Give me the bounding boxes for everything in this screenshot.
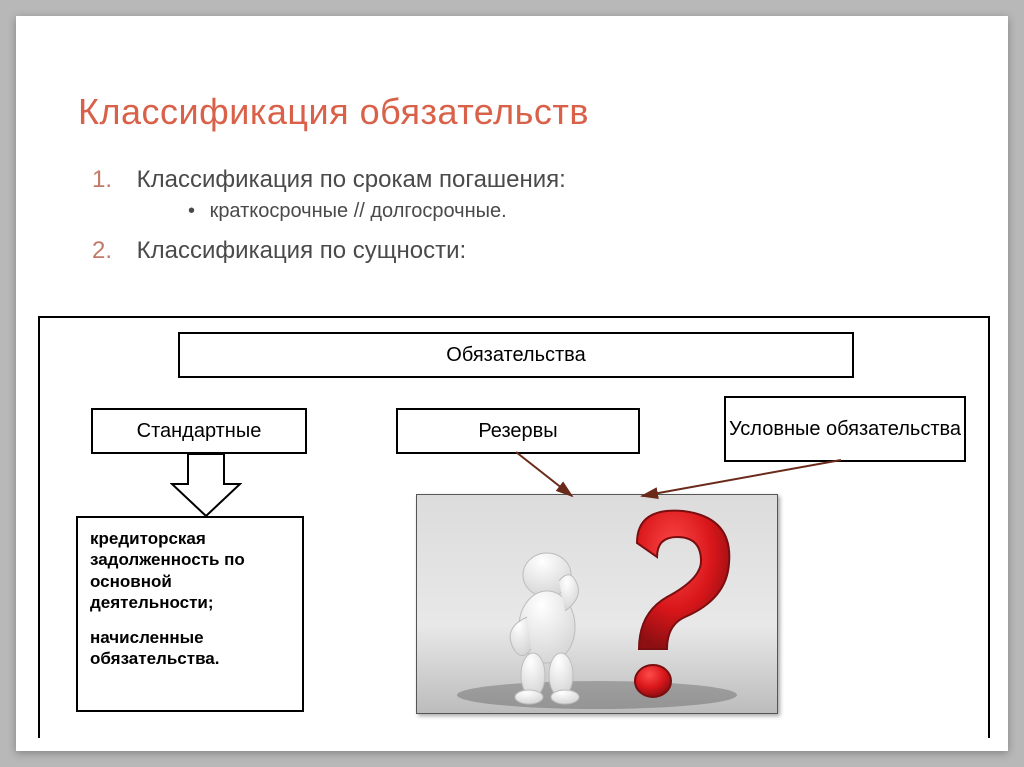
arrow-down-icon [170,452,242,518]
sublist-text: краткосрочные // долгосрочные. [210,200,507,222]
list-item-1: 1. Классификация по срокам погашения: [78,166,878,194]
list-number: 2. [78,237,112,265]
slide: Классификация обязательств 1. Классифика… [16,16,1008,751]
node-detail: кредиторская задолженность по основной д… [76,516,304,712]
node-conditional: Условные обязательства [724,396,966,462]
node-standard: Стандартные [91,408,307,454]
detail-line-1: кредиторская задолженность по основной д… [90,528,290,613]
list-text: Классификация по сущности: [137,237,467,264]
list-number: 1. [78,166,112,194]
list-area: 1. Классификация по срокам погашения: • … [78,166,878,271]
question-figure [416,494,778,714]
node-reserves: Резервы [396,408,640,454]
slide-title: Классификация обязательств [78,91,589,133]
node-obligations: Обязательства [178,332,854,378]
list-text: Классификация по срокам погашения: [137,166,566,193]
list-subitem-1: • краткосрочные // долгосрочные. [188,200,878,223]
question-mark-icon [417,495,777,713]
list-item-2: 2. Классификация по сущности: [78,237,878,265]
bullet-icon: • [188,200,198,223]
detail-line-2: начисленные обязательства. [90,627,290,670]
